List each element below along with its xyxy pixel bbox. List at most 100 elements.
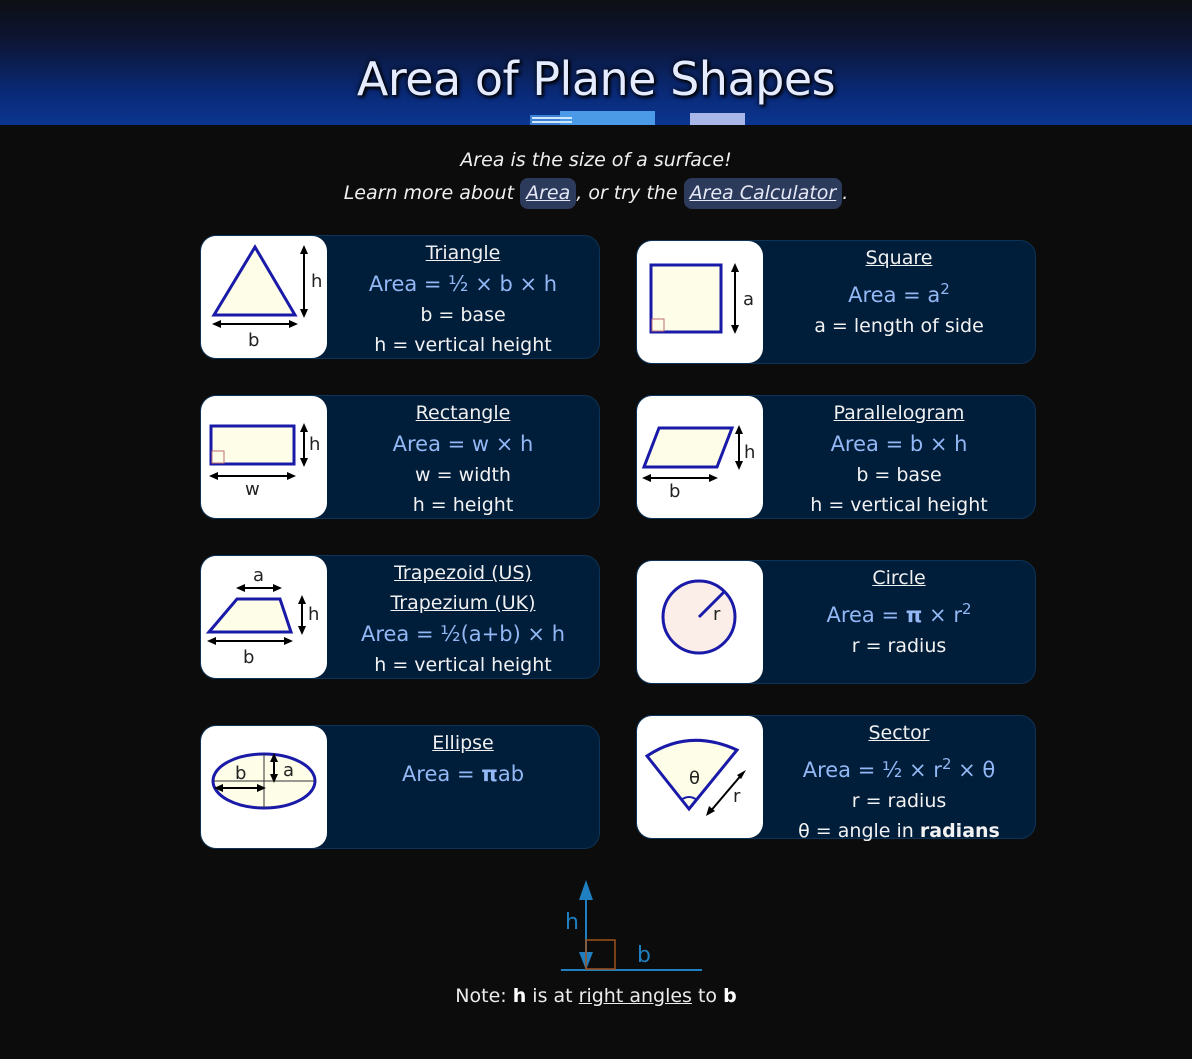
circle-diagram: r [637,561,763,683]
rectangle-w-label: w [245,479,260,500]
sector-theta-label: θ [689,768,700,789]
pi-symbol: π [905,603,923,627]
parallelogram-formula: Area = b × h [830,432,968,456]
page-title: Area of Plane Shapes [356,52,836,106]
square-text: Square Area = a2 a = length of side [763,243,1035,341]
right-angles-link[interactable]: right angles [578,985,692,1007]
parallelogram-b-label: b [669,481,680,502]
triangle-formula: Area = ½ × b × h [368,272,558,296]
sector-def-r: r = radius [851,790,947,812]
formula-text: Area = a [848,283,941,307]
trapezium-link[interactable]: Trapezium (UK) [390,592,536,614]
sector-card: θ r Sector Area = ½ × r2 × θ r = radius … [636,715,1036,842]
trapezoid-formula: Area = ½(a+b) × h [360,622,566,646]
ellipse-b-label: b [235,763,246,784]
sector-link[interactable]: Sector [868,722,930,744]
triangle-def-h: h = vertical height [374,334,552,356]
rectangle-card: h w Rectangle Area = w × h w = width h =… [200,395,600,519]
circle-formula: Area = π × r2 [763,593,1035,631]
rectangle-formula: Area = w × h [392,432,534,456]
triangle-def-b: b = base [420,304,506,326]
ellipse-text: Ellipse Area = πab [327,728,599,790]
circle-def-r: r = radius [851,635,947,657]
formula-text: Area = ½ × r [802,758,942,782]
parallelogram-h-label: h [744,442,755,463]
def-text: θ = angle in [798,820,920,842]
page-header: Area of Plane Shapes [0,0,1192,125]
trapezoid-def-h: h = vertical height [374,654,552,676]
formula-exponent: 2 [941,755,952,773]
triangle-b-label: b [248,330,259,351]
square-card: a Square Area = a2 a = length of side [636,240,1036,364]
intro-line1: Area is the size of a surface! [460,149,732,171]
note-h-label: h [565,910,579,935]
formula-text: × θ [951,758,996,782]
sector-formula: Area = ½ × r2 × θ [763,748,1035,786]
formula-text: ab [497,762,525,786]
ellipse-formula: Area = πab [327,758,599,790]
square-a-label: a [743,289,754,310]
triangle-text: Triangle Area = ½ × b × h b = base h = v… [327,238,599,360]
square-def-a: a = length of side [814,315,984,337]
triangle-diagram: h b [201,236,327,358]
right-angle-note: Note: h is at right angles to b [0,985,1192,1007]
circle-card: r Circle Area = π × r2 r = radius [636,560,1036,684]
trapezoid-card: a h b Trapezoid (US) Trapezium (UK) Area… [200,555,600,679]
note-text: Note: [455,985,513,1007]
radians-emphasis: radians [919,820,1000,842]
ellipse-diagram: b a [201,726,327,848]
intro: Area is the size of a surface! Learn mor… [0,144,1192,210]
trapezoid-text: Trapezoid (US) Trapezium (UK) Area = ½(a… [327,558,599,680]
rectangle-h-label: h [309,434,320,455]
sector-text: Sector Area = ½ × r2 × θ r = radius θ = … [763,718,1035,846]
triangle-card: h b Triangle Area = ½ × b × h b = base h… [200,235,600,359]
triangle-h-label: h [311,271,322,292]
square-link[interactable]: Square [865,247,933,269]
city-skyline-image [530,111,745,125]
parallelogram-link[interactable]: Parallelogram [833,402,965,424]
trapezoid-b-label: b [243,647,254,668]
pi-symbol: π [481,762,498,786]
intro-text: . [842,182,849,204]
circle-text: Circle Area = π × r2 r = radius [763,563,1035,661]
formula-text: × r [922,603,962,627]
parallelogram-text: Parallelogram Area = b × h b = base h = … [763,398,1035,520]
parallelogram-card: h b Parallelogram Area = b × h b = base … [636,395,1036,519]
rectangle-def-h: h = height [412,494,514,516]
sector-diagram: θ r [637,716,763,838]
trapezoid-link[interactable]: Trapezoid (US) [394,562,532,584]
area-link[interactable]: Area [520,178,577,209]
formula-exponent: 2 [961,600,972,618]
note-h: h [512,985,527,1007]
ellipse-card: b a Ellipse Area = πab [200,725,600,849]
trapezoid-a-label: a [253,565,264,586]
sector-r-label: r [733,786,741,807]
note-text: is at [526,985,579,1007]
square-formula: Area = a2 [763,273,1035,311]
note-text: to [691,985,724,1007]
triangle-link[interactable]: Triangle [425,242,501,264]
parallelogram-def-h: h = vertical height [810,494,988,516]
right-angle-diagram: h b [561,880,702,971]
trapezoid-h-label: h [308,604,319,625]
formula-exponent: 2 [940,280,950,298]
formula-text: Area = [826,603,906,627]
parallelogram-def-b: b = base [856,464,942,486]
ellipse-link[interactable]: Ellipse [432,732,494,754]
square-diagram: a [637,241,763,363]
circle-link[interactable]: Circle [872,567,926,589]
ellipse-a-label: a [283,760,294,781]
intro-line2: Learn more about Area, or try the Area C… [0,177,1192,210]
note-b: b [723,985,737,1007]
area-calculator-link[interactable]: Area Calculator [683,178,843,209]
rectangle-def-w: w = width [415,464,511,486]
circle-r-label: r [713,604,721,625]
rectangle-text: Rectangle Area = w × h w = width h = hei… [327,398,599,520]
rectangle-link[interactable]: Rectangle [415,402,511,424]
note-b-label: b [637,943,651,968]
parallelogram-diagram: h b [637,396,763,518]
trapezoid-diagram: a h b [201,556,327,678]
intro-text: Learn more about [343,182,515,204]
intro-text: , or try the [576,182,678,204]
formula-text: Area = [401,762,482,786]
